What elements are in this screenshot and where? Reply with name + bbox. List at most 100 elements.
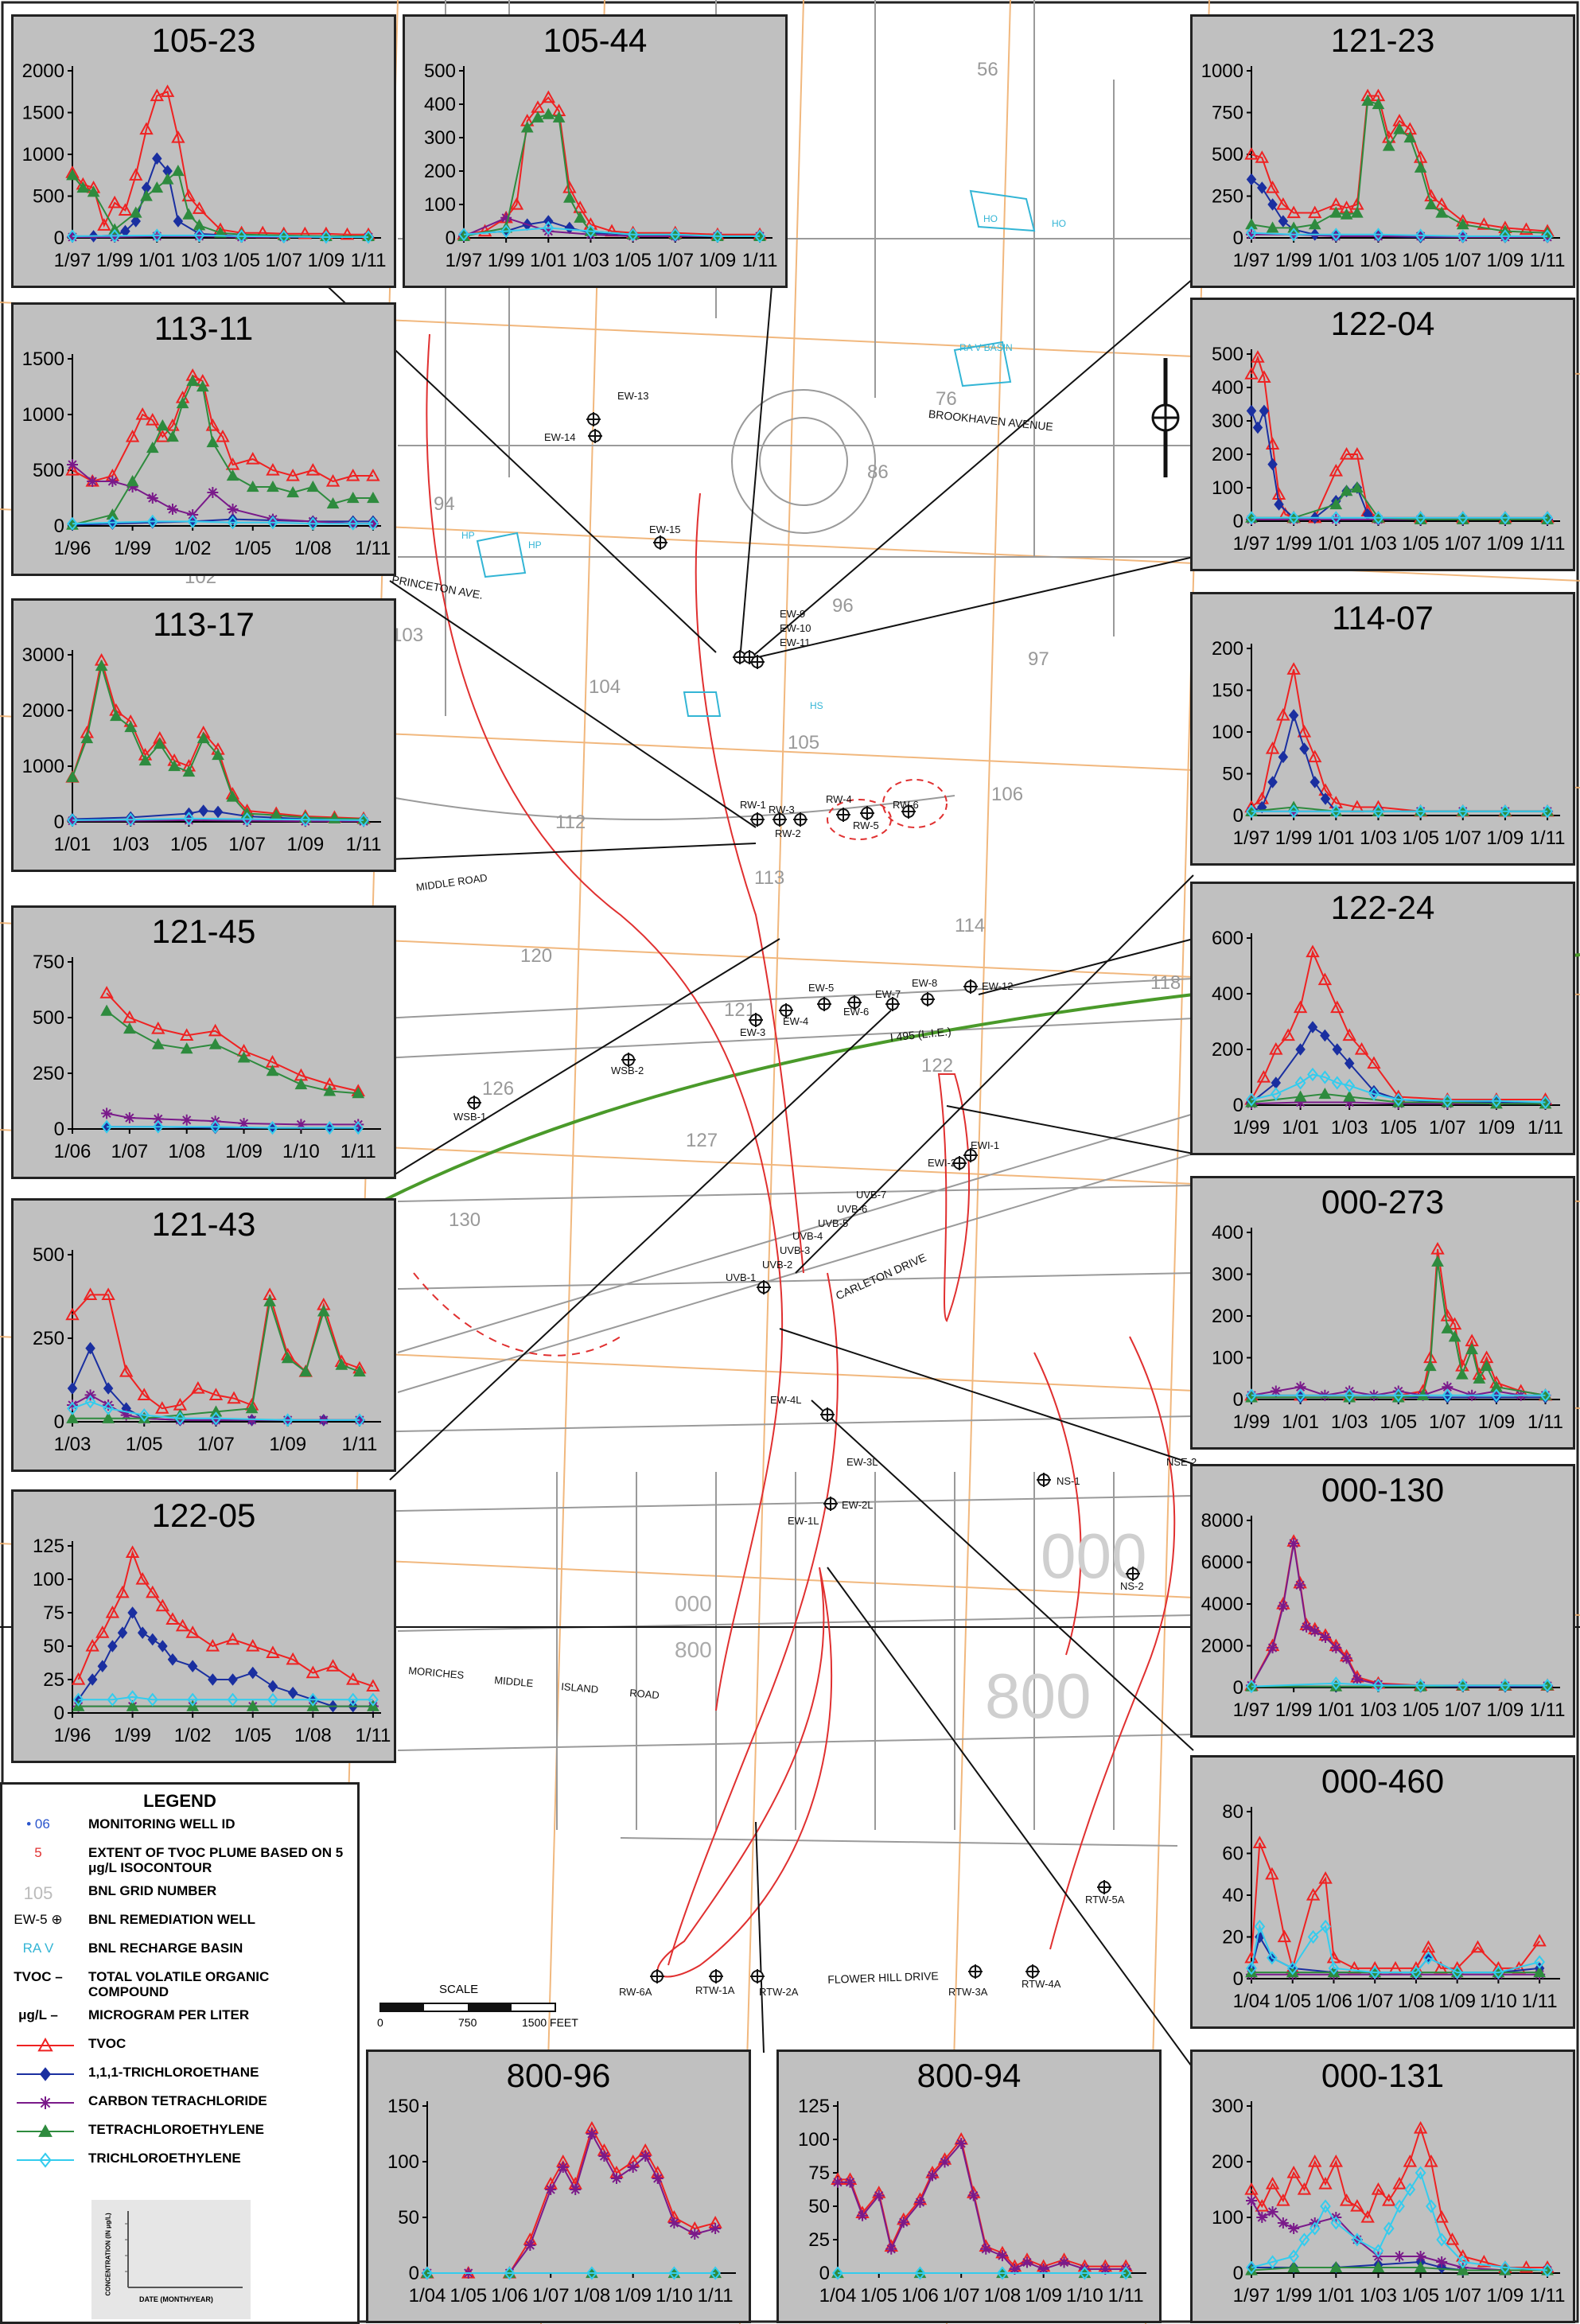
chart-title: 114-07 [1332, 599, 1434, 636]
chart-plot: 0 250 500 1/03 1/05 1/07 1/09 1/11 [33, 1244, 381, 1455]
data-point [1246, 173, 1257, 186]
data-point [287, 1686, 298, 1699]
data-point [1293, 1000, 1308, 1014]
series-TVOC [1244, 1534, 1555, 1691]
data-point [1404, 2182, 1416, 2197]
legend-item: 5 EXTENT OF TVOC PLUME BASED ON 5 μg/L IS… [2, 1845, 357, 1883]
data-point [1255, 150, 1269, 163]
data-point [1415, 511, 1426, 525]
data-point [155, 1598, 170, 1612]
data-point [146, 441, 159, 454]
data-point [1246, 804, 1257, 819]
y-tick-label: 0 [1233, 511, 1243, 532]
legend-text: BNL REMEDIATION WELL [88, 1912, 255, 1927]
data-point [712, 229, 723, 243]
data-point [1539, 1388, 1551, 1403]
data-point [363, 230, 374, 244]
well-label-EW-14: EW-14 [544, 431, 576, 443]
data-point [1276, 2193, 1290, 2206]
data-point [346, 1672, 360, 1685]
data-point [1330, 2216, 1342, 2230]
grid-number-104: 104 [589, 676, 621, 698]
data-point [1058, 2256, 1070, 2268]
data-point [210, 1414, 222, 1426]
well-label-RW-4: RW-4 [826, 793, 852, 805]
data-point [1308, 2154, 1322, 2167]
series-TETRACHLOROETHYLENE [66, 374, 379, 530]
data-point [1257, 181, 1267, 194]
data-point [196, 380, 209, 392]
legend-item: EW-5 ⊕ BNL REMEDIATION WELL [2, 1912, 357, 1941]
y-tick-label: 125 [798, 2096, 830, 2117]
data-point [1266, 1951, 1278, 1965]
data-point [1274, 498, 1284, 511]
legend-series-name: TVOC [88, 2036, 126, 2051]
data-point [214, 226, 227, 238]
data-point [1369, 1965, 1381, 1979]
data-point [1246, 228, 1257, 240]
data-point [187, 1660, 198, 1673]
series-line [106, 992, 359, 1092]
y-tick-label: 2000 [1201, 1636, 1243, 1657]
data-point [216, 429, 230, 442]
data-point [139, 122, 154, 135]
data-point [117, 1626, 128, 1640]
y-tick-label: 200 [1212, 638, 1243, 660]
y-tick-label: 8000 [1201, 1510, 1243, 1532]
x-tick-label: 1/02 [174, 1725, 212, 1746]
x-tick-label: 1/99 [96, 250, 134, 271]
data-point [1256, 1069, 1271, 1083]
data-point [1519, 2260, 1534, 2273]
data-point [181, 1114, 193, 1126]
x-tick-label: 1/03 [572, 250, 609, 271]
legend-series-marker [17, 2152, 74, 2168]
data-point [110, 709, 123, 722]
series-line [1251, 486, 1548, 520]
data-point [1329, 463, 1344, 477]
x-tick-label: 1/01 [54, 834, 91, 855]
grid-number-94: 94 [434, 493, 455, 515]
data-point [101, 1108, 113, 1119]
data-point [119, 1364, 134, 1377]
series-TRICHLOROETHYLENE [72, 1690, 379, 1707]
data-point [1330, 230, 1342, 242]
data-point [541, 90, 556, 103]
series-TRICHLOROETHYLENE [422, 2266, 722, 2280]
data-point [1542, 511, 1553, 525]
data-point [1120, 2266, 1132, 2280]
chart-plot: 0 100 200 300 400 500 1/97 1/99 1/01 1/03 1/05 1/07… [1212, 344, 1566, 555]
data-point [103, 1401, 114, 1415]
series-TVOC [65, 368, 380, 487]
x-tick-label: 1/07 [656, 250, 694, 271]
data-point [80, 731, 94, 744]
data-point [228, 512, 238, 526]
data-point [1288, 228, 1300, 242]
series-1,1,1-TRICHLOROETHANE [1246, 404, 1553, 526]
data-point [66, 169, 79, 181]
chart-title: 000-130 [1321, 1471, 1445, 1508]
data-point [1477, 2254, 1492, 2268]
y-tick-label: 0 [1233, 228, 1243, 249]
x-tick-label: 1/05 [1402, 827, 1439, 849]
series-CARBON TETRACHLORIDE [1246, 1537, 1554, 1691]
data-point [146, 514, 158, 529]
data-point [1308, 749, 1322, 763]
well-label-UVB-5: UVB-5 [818, 1217, 849, 1229]
data-point [238, 1118, 250, 1129]
data-point [669, 228, 681, 242]
data-point [1277, 1600, 1289, 1612]
well-label-RW-1: RW-1 [740, 799, 766, 811]
y-tick-label: 300 [1212, 2096, 1243, 2117]
data-point [84, 1395, 96, 1409]
basin-ho-1: HO [983, 213, 998, 224]
x-tick-label: 1/01 [138, 250, 176, 271]
data-point [1317, 972, 1333, 986]
series-TETRACHLOROETHYLENE [457, 107, 766, 241]
series-1,1,1-TRICHLOROETHANE [67, 804, 369, 827]
data-point [1276, 707, 1290, 721]
data-point [120, 1409, 132, 1421]
data-point [208, 1673, 218, 1686]
x-tick-label: 1/10 [1480, 1991, 1517, 2012]
data-point [237, 1051, 251, 1063]
legend-items: • 06 MONITORING WELL ID 5 EXTENT OF TVOC PL… [2, 1816, 357, 2036]
